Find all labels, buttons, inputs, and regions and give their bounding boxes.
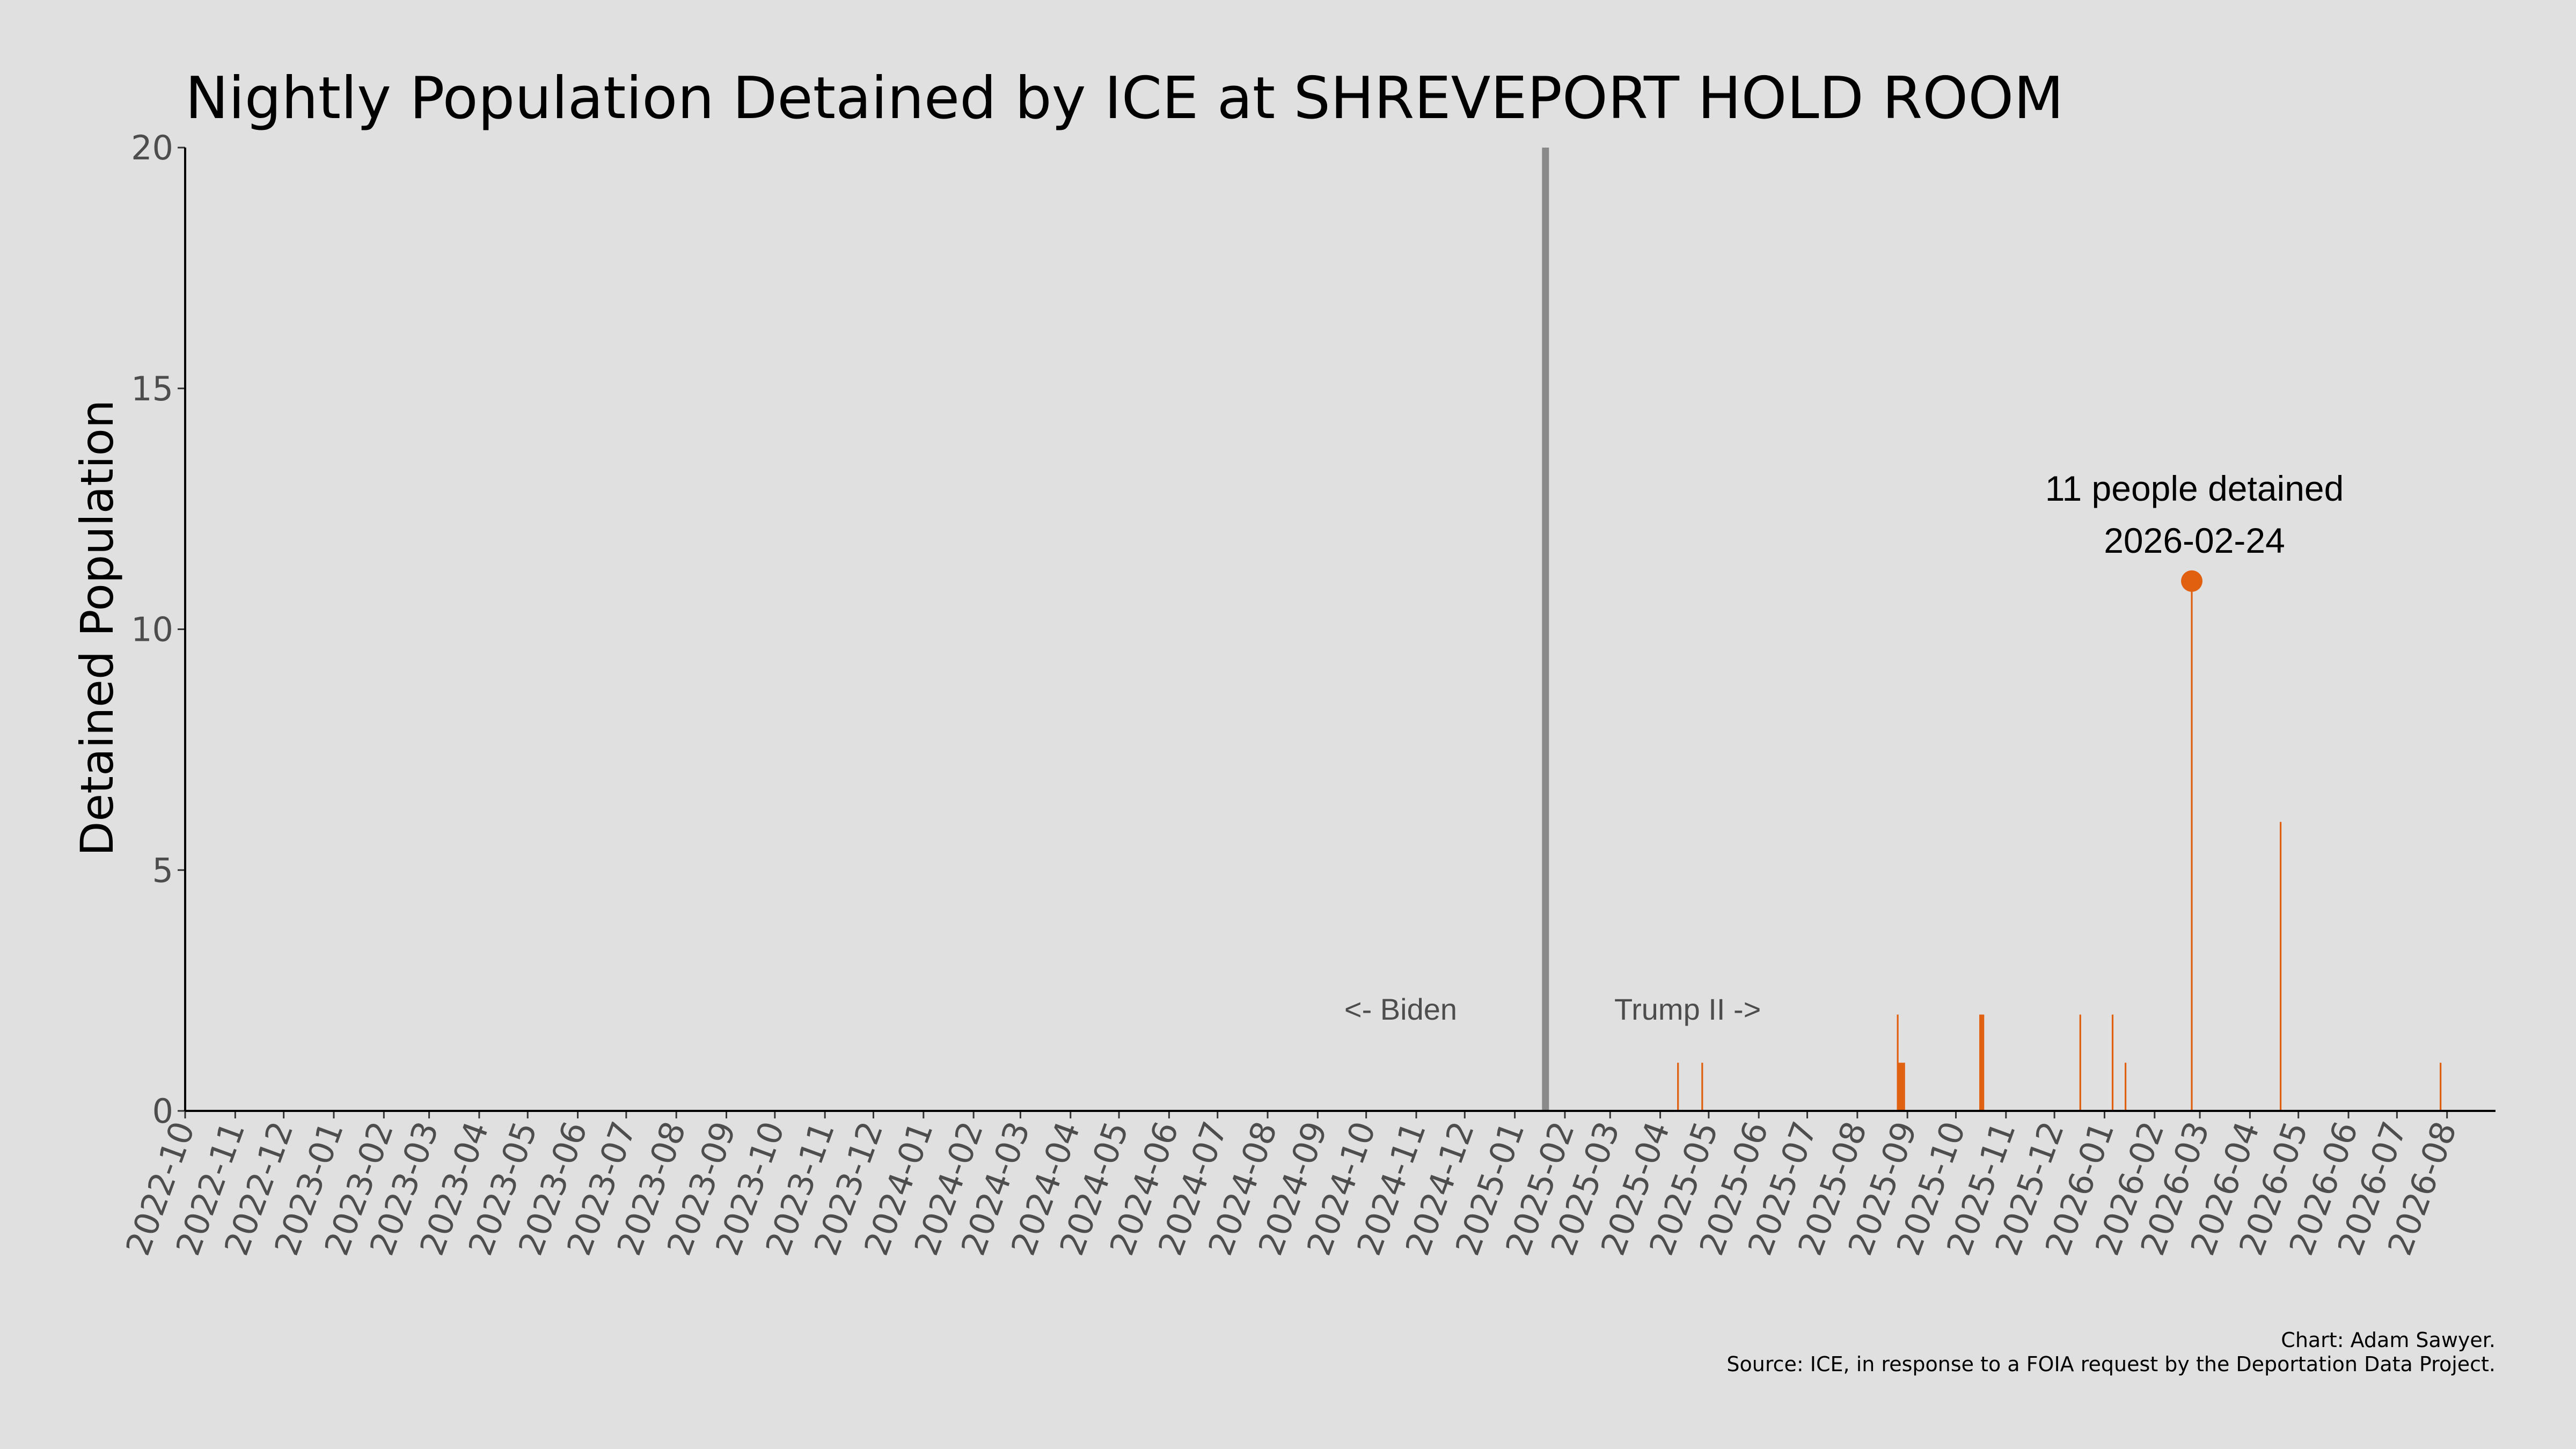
- bar: [1981, 1014, 1983, 1111]
- y-tick-label: 15: [131, 369, 173, 408]
- y-axis: 0 5 10 15 20: [131, 128, 185, 1131]
- bar: [1901, 1063, 1904, 1111]
- bar: [1898, 1063, 1900, 1111]
- bar: [1701, 1063, 1703, 1111]
- y-tick-label: 20: [131, 128, 173, 167]
- bars-group: [1677, 581, 2442, 1111]
- y-tick-label: 5: [152, 851, 173, 890]
- era-label-trump: Trump II ->: [1614, 992, 1761, 1026]
- bar: [2191, 581, 2193, 1111]
- x-axis: 2022-102022-112022-122023-012023-022023-…: [118, 1111, 2464, 1261]
- y-axis-label: Detained Population: [71, 400, 123, 856]
- bar: [1979, 1014, 1981, 1111]
- bar: [1982, 1014, 1985, 1111]
- chart-title: Nightly Population Detained by ICE at SH…: [185, 65, 2063, 132]
- peak-annotation-line1: 11 people detained: [2045, 469, 2344, 508]
- bar: [2440, 1063, 2442, 1111]
- bar: [2124, 1063, 2127, 1111]
- bar: [1677, 1063, 1679, 1111]
- bar: [1903, 1063, 1905, 1111]
- source-line: Source: ICE, in response to a FOIA reque…: [1726, 1352, 2496, 1376]
- bar: [2111, 1014, 2114, 1111]
- bar: [2079, 1014, 2081, 1111]
- peak-point: [2181, 570, 2203, 592]
- y-tick-label: 10: [131, 610, 173, 649]
- peak-annotation-line2: 2026-02-24: [2104, 521, 2285, 560]
- bar: [1900, 1063, 1902, 1111]
- bar: [2280, 822, 2282, 1111]
- credit-line: Chart: Adam Sawyer.: [2281, 1328, 2496, 1352]
- era-label-biden: <- Biden: [1344, 992, 1457, 1026]
- bar: [1897, 1014, 1899, 1111]
- y-tick-label: 0: [152, 1092, 173, 1131]
